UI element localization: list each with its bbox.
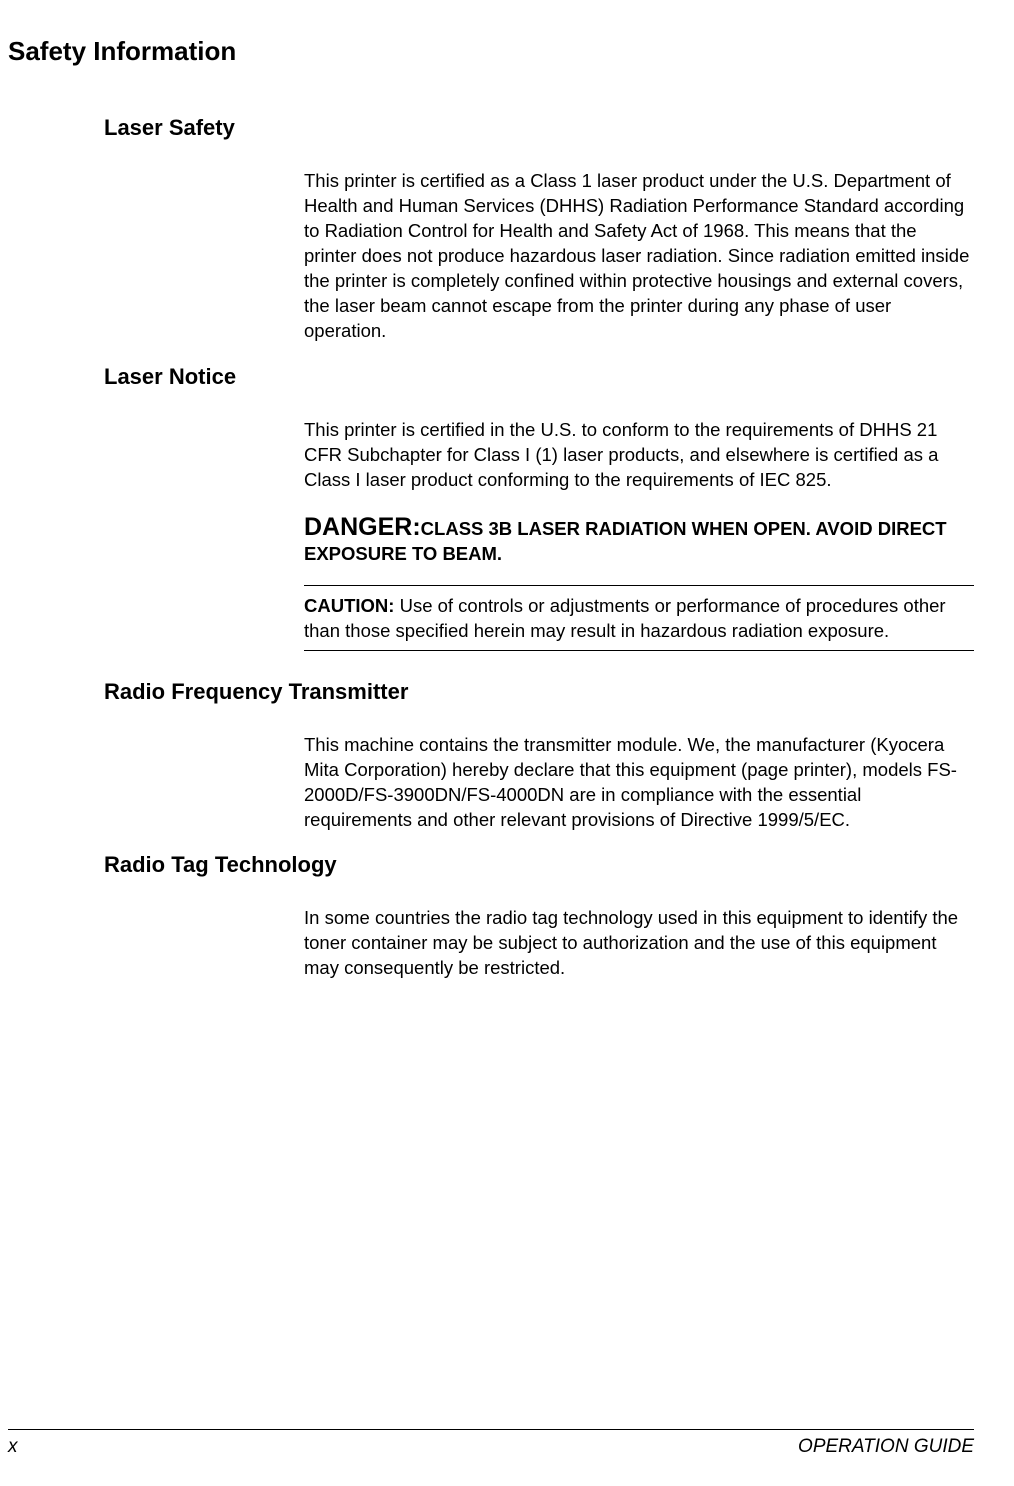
footer-doc-title: OPERATION GUIDE <box>798 1436 974 1458</box>
danger-label: DANGER: <box>304 513 421 541</box>
page-title: Safety Information <box>8 36 974 67</box>
heading-laser-safety: Laser Safety <box>104 115 974 141</box>
danger-block: DANGER:CLASS 3B LASER RADIATION WHEN OPE… <box>304 513 974 567</box>
heading-laser-notice: Laser Notice <box>104 364 974 390</box>
body-laser-safety: This printer is certified as a Class 1 l… <box>304 169 974 344</box>
body-rf-transmitter: This machine contains the transmitter mo… <box>304 733 974 833</box>
page-footer: x OPERATION GUIDE <box>8 1429 974 1458</box>
heading-radio-tag: Radio Tag Technology <box>104 852 974 878</box>
caution-label: CAUTION: <box>304 595 400 616</box>
body-laser-notice: This printer is certified in the U.S. to… <box>304 418 974 493</box>
caution-block: CAUTION: Use of controls or adjustments … <box>304 585 974 651</box>
body-radio-tag: In some countries the radio tag technolo… <box>304 906 974 981</box>
footer-page-number: x <box>8 1436 18 1458</box>
caution-text: Use of controls or adjustments or perfor… <box>304 595 946 641</box>
heading-rf-transmitter: Radio Frequency Transmitter <box>104 679 974 705</box>
